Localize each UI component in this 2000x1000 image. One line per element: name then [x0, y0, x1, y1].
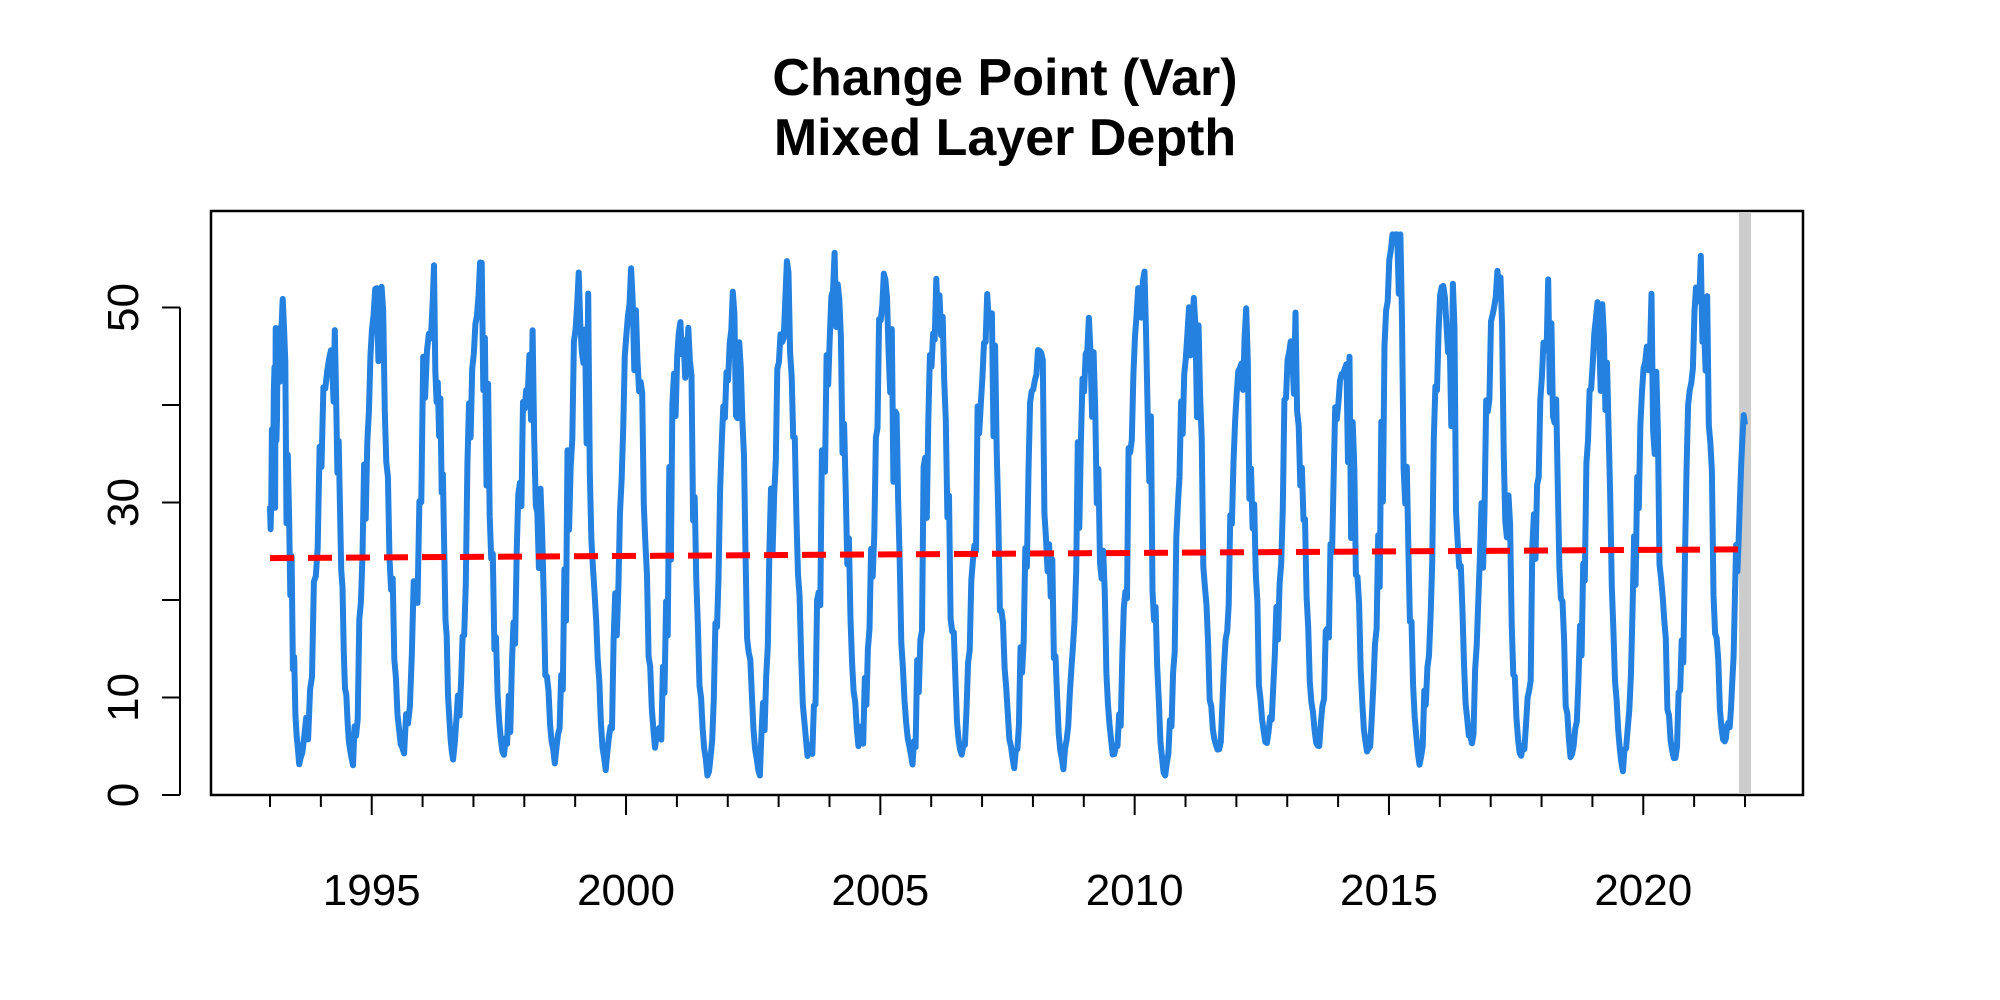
x-tick-label: 1995 [323, 866, 421, 915]
y-tick-label: 30 [99, 478, 148, 527]
x-tick-label: 2015 [1340, 866, 1438, 915]
x-tick-label: 2000 [577, 866, 675, 915]
x-tick-label: 2020 [1594, 866, 1692, 915]
y-tick-label: 10 [99, 673, 148, 722]
plot-area [267, 212, 1751, 794]
y-tick-label: 0 [99, 783, 148, 807]
y-tick-label: 50 [99, 283, 148, 332]
change-point-band [1739, 212, 1751, 794]
chart-title: Change Point (Var) [772, 49, 1237, 107]
chart-subtitle: Mixed Layer Depth [774, 109, 1236, 167]
trend-line [269, 546, 1746, 562]
x-tick-label: 2010 [1086, 866, 1184, 915]
axes: 1995 2000 2005 2010 2015 2020 0 10 30 50 [99, 283, 1746, 915]
x-tick-label: 2005 [831, 866, 929, 915]
series-line-mixed-layer-depth [267, 231, 1748, 779]
